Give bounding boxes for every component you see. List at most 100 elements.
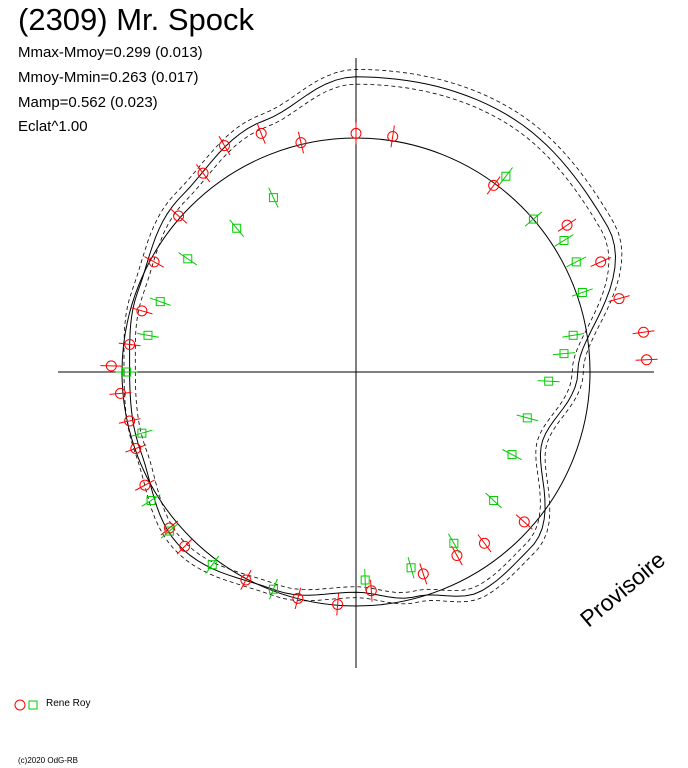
data-point-square (143, 330, 153, 340)
data-point-square (568, 330, 578, 340)
data-point-circle (292, 592, 304, 604)
error-bar (502, 448, 522, 461)
error-bar (562, 332, 585, 338)
error-bar (169, 208, 188, 224)
data-point-circle (114, 387, 126, 399)
data-point-circle (350, 127, 362, 139)
data-point-circle (451, 550, 463, 562)
data-point-circle (218, 140, 230, 152)
data-point-square (183, 254, 193, 264)
data-point-circle (179, 540, 191, 552)
data-point-circle (148, 256, 160, 268)
data-point-square (489, 495, 499, 505)
error-bar (137, 332, 159, 338)
data-point-circle (105, 360, 117, 372)
error-bar (451, 545, 463, 566)
data-point-square (164, 526, 174, 536)
data-point-circle (130, 442, 142, 454)
axes (58, 58, 654, 668)
error-bar (131, 429, 153, 437)
data-point-square (232, 223, 242, 233)
error-bar (524, 211, 543, 227)
data-point-circle (518, 516, 530, 528)
data-point-square (268, 193, 278, 203)
error-bar (515, 514, 533, 530)
error-bar (100, 365, 123, 367)
stat-mmoy-mmin: Mmoy-Mmin=0.263 (0.017) (18, 69, 199, 86)
error-bar (537, 380, 560, 383)
data-point-circle (240, 574, 252, 586)
error-bar (571, 288, 593, 297)
data-point-circle (139, 479, 151, 491)
error-bar (131, 307, 153, 315)
data-point-square (207, 560, 217, 570)
data-point-square (406, 563, 416, 573)
error-bar (160, 520, 179, 536)
error-bar (268, 187, 279, 208)
error-bar (229, 219, 245, 238)
data-point-circle (417, 568, 429, 580)
error-bar (407, 557, 415, 579)
data-point-square (507, 450, 517, 460)
fit-curve (129, 76, 617, 599)
error-bar (590, 256, 611, 267)
error-bar (135, 479, 155, 491)
data-point-circle (387, 130, 399, 142)
data-point-circle (124, 338, 136, 350)
error-bar (608, 295, 630, 303)
error-bar (109, 391, 132, 395)
data-point-square (544, 376, 554, 386)
stat-mamp: Mamp=0.562 (0.023) (18, 94, 158, 111)
data-point-circle (365, 585, 377, 597)
data-point-square (449, 538, 459, 548)
error-bar (632, 330, 655, 335)
error-bar (364, 568, 367, 592)
error-bar (498, 167, 513, 186)
error-bar (486, 176, 501, 195)
data-point-square (155, 297, 165, 307)
copyright-notice: (c)2020 OdG-RB (18, 756, 79, 765)
data-point-circle (638, 326, 650, 338)
error-bar (297, 131, 304, 154)
error-bar (370, 579, 373, 602)
fit-curves (123, 68, 623, 605)
legend-label: Rene Roy (46, 698, 91, 709)
fit-curve-lower (134, 83, 610, 594)
error-bar (557, 218, 577, 232)
data-point-square (559, 235, 569, 245)
error-bar (144, 256, 165, 268)
data-point-square (571, 257, 581, 267)
error-bar (149, 297, 171, 306)
stat-mmax-mmoy: Mmax-Mmoy=0.299 (0.013) (18, 44, 203, 61)
data-point-circle (124, 415, 136, 427)
data-points (100, 122, 658, 616)
error-bar (160, 523, 179, 539)
data-point-circle (255, 127, 267, 139)
legend-square-marker (28, 700, 38, 710)
data-point-square (522, 413, 532, 423)
error-bar (178, 252, 198, 266)
data-point-circle (295, 137, 307, 149)
data-point-circle (136, 305, 148, 317)
data-point-circle (595, 256, 607, 268)
error-bar (269, 578, 278, 600)
error-bar (218, 135, 231, 156)
error-bar (195, 164, 211, 183)
error-bar (554, 234, 574, 247)
error-bar (256, 123, 266, 144)
data-point-square (559, 349, 569, 359)
data-point-square (268, 584, 278, 594)
legend-circle-marker (14, 699, 26, 711)
error-bar (176, 538, 193, 555)
data-point-circle (173, 210, 185, 222)
fit-curve-upper (123, 68, 623, 605)
error-bar (118, 342, 141, 347)
error-bar (566, 256, 587, 268)
stat-eclat: Eclat^1.00 (18, 118, 88, 135)
error-bar (125, 444, 147, 453)
error-bar (336, 593, 340, 616)
data-point-circle (613, 293, 625, 305)
data-point-circle (561, 219, 573, 231)
error-bar (118, 418, 141, 424)
